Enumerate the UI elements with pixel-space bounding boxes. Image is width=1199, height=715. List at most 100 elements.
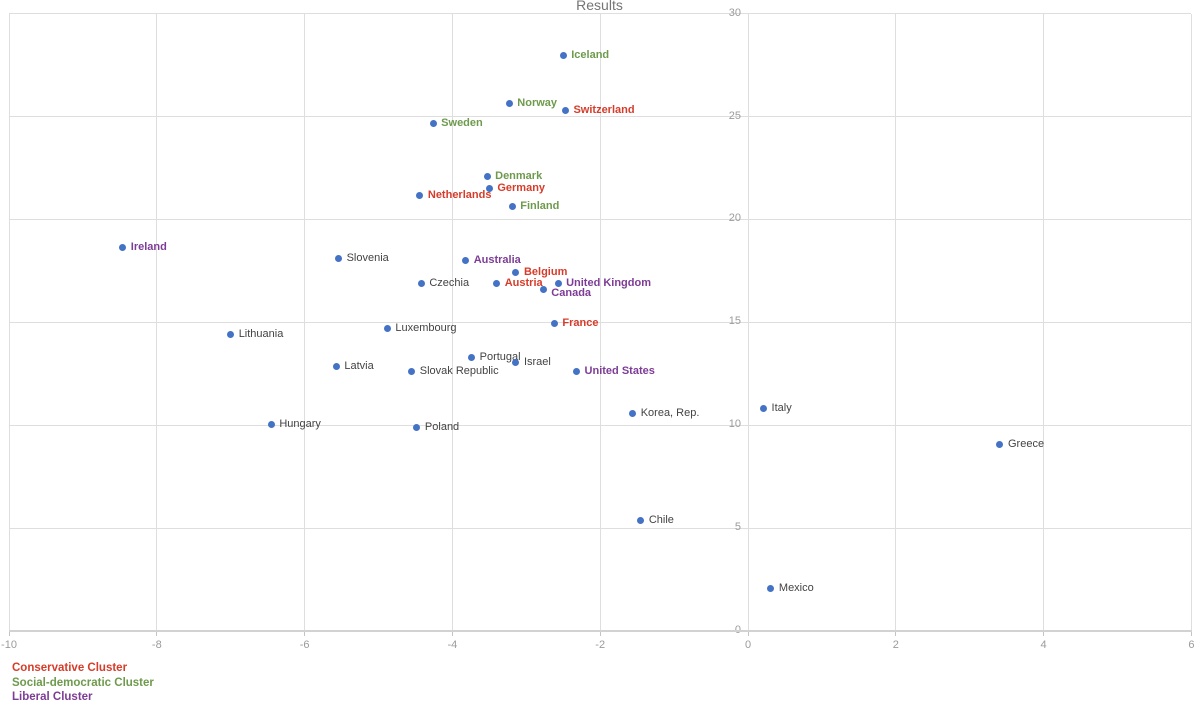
data-point-dot bbox=[760, 404, 768, 412]
data-point-dot bbox=[267, 421, 275, 429]
data-point-label: Korea, Rep. bbox=[640, 406, 700, 419]
chart-title: Results bbox=[576, 0, 623, 13]
x-axis-tick-label: 2 bbox=[892, 639, 899, 651]
data-point-label: Finland bbox=[520, 200, 560, 213]
data-point-dot bbox=[332, 363, 340, 371]
legend-item-conservative: Conservative Cluster bbox=[12, 662, 128, 674]
x-axis-tick-label: 6 bbox=[1188, 639, 1195, 651]
data-point-label: Portugal bbox=[479, 351, 521, 364]
data-point-dot bbox=[485, 184, 493, 192]
data-point-label: Belgium bbox=[523, 266, 568, 279]
data-point-dot bbox=[554, 280, 562, 288]
data-point-dot bbox=[417, 280, 425, 288]
cluster-legend: Conservative Cluster Social-democratic Cl… bbox=[12, 661, 154, 705]
x-axis-line bbox=[9, 630, 1193, 632]
data-point-label: Slovak Republic bbox=[419, 364, 499, 377]
data-point-label: Chile bbox=[648, 513, 674, 526]
data-point-label: Switzerland bbox=[573, 103, 635, 116]
data-point-dot bbox=[559, 52, 567, 60]
data-point-dot bbox=[508, 203, 516, 211]
data-point-label: United Kingdom bbox=[566, 277, 651, 290]
x-axis-tick-label: 4 bbox=[1040, 639, 1047, 651]
data-point-dot bbox=[512, 359, 520, 367]
data-point-label: Lithuania bbox=[238, 328, 284, 341]
data-point-label: Austria bbox=[504, 277, 543, 290]
data-point-label: Poland bbox=[424, 420, 460, 433]
data-point-label: Slovenia bbox=[346, 251, 389, 264]
y-axis-tick-label: 30 bbox=[728, 6, 741, 19]
x-axis-tick-mark bbox=[747, 631, 749, 636]
x-axis-tick-label: -10 bbox=[1, 639, 17, 651]
data-point-label: Luxembourg bbox=[395, 322, 457, 335]
data-point-label: Mexico bbox=[778, 581, 814, 594]
data-point-dot bbox=[512, 269, 520, 277]
x-axis-tick-mark bbox=[304, 631, 306, 636]
legend-item-liberal: Liberal Cluster bbox=[12, 691, 93, 703]
y-axis-tick-label: 20 bbox=[728, 212, 741, 225]
data-point-label: Italy bbox=[771, 401, 792, 414]
data-point-dot bbox=[493, 280, 501, 288]
x-axis-tick-mark bbox=[156, 631, 158, 636]
gridline-horizontal bbox=[9, 116, 1192, 117]
x-axis-tick-label: -6 bbox=[299, 639, 310, 651]
data-point-dot bbox=[767, 584, 775, 592]
data-point-label: France bbox=[562, 316, 599, 329]
y-axis-tick-label: 15 bbox=[728, 315, 741, 328]
data-point-label: Norway bbox=[517, 97, 558, 110]
data-point-dot bbox=[462, 257, 470, 265]
gridline-vertical bbox=[1190, 13, 1192, 631]
data-point-label: Canada bbox=[551, 286, 592, 299]
data-point-dot bbox=[550, 319, 558, 327]
x-axis-tick-mark bbox=[1190, 631, 1192, 636]
data-point-label: Netherlands bbox=[427, 188, 492, 201]
data-point-dot bbox=[408, 367, 416, 375]
data-point-label: Denmark bbox=[495, 169, 543, 182]
data-point-label: Germany bbox=[497, 181, 546, 194]
data-point-dot bbox=[637, 516, 645, 524]
data-point-dot bbox=[119, 243, 127, 251]
data-point-label: Iceland bbox=[571, 49, 610, 62]
x-axis-tick-label: -8 bbox=[151, 639, 162, 651]
data-point-dot bbox=[561, 106, 569, 114]
gridline-horizontal bbox=[9, 527, 1192, 529]
data-point-dot bbox=[413, 423, 421, 431]
data-point-dot bbox=[629, 409, 637, 417]
gridline-horizontal bbox=[9, 13, 1192, 15]
data-point-dot bbox=[996, 440, 1004, 448]
data-point-label: Ireland bbox=[130, 240, 167, 253]
x-axis-tick-mark bbox=[8, 631, 10, 636]
data-point-label: Israel bbox=[523, 356, 551, 369]
x-axis-tick-mark bbox=[895, 631, 897, 636]
legend-item-social-democratic: Social-democratic Cluster bbox=[12, 676, 154, 689]
x-axis-tick-label: -2 bbox=[595, 639, 606, 651]
data-point-label: Greece bbox=[1007, 437, 1045, 450]
data-point-dot bbox=[505, 100, 513, 108]
data-point-label: Sweden bbox=[441, 116, 483, 129]
data-point-dot bbox=[573, 367, 581, 375]
data-point-label: Czechia bbox=[429, 277, 470, 290]
gridline-horizontal bbox=[9, 321, 1192, 323]
x-axis-tick-label: 0 bbox=[744, 639, 752, 651]
data-point-dot bbox=[383, 325, 391, 333]
y-axis-tick-label: 10 bbox=[728, 418, 741, 431]
data-point-label: Latvia bbox=[344, 360, 374, 373]
data-point-dot bbox=[483, 172, 491, 180]
gridline-horizontal bbox=[9, 424, 1192, 426]
data-point-label: Australia bbox=[473, 254, 521, 267]
data-point-label: United States bbox=[584, 364, 655, 377]
y-axis-tick-label: 25 bbox=[728, 109, 741, 122]
data-point-dot bbox=[539, 285, 547, 293]
gridline-horizontal bbox=[9, 218, 1192, 220]
x-axis-tick-mark bbox=[599, 631, 601, 636]
x-axis-tick-mark bbox=[1043, 631, 1045, 636]
data-point-label: Hungary bbox=[279, 418, 321, 431]
x-axis-tick-label: -4 bbox=[447, 639, 458, 651]
data-point-dot bbox=[335, 254, 343, 262]
y-axis-tick-label: 5 bbox=[734, 521, 741, 534]
x-axis-tick-mark bbox=[451, 631, 453, 636]
data-point-dot bbox=[429, 119, 437, 127]
data-point-dot bbox=[468, 354, 476, 362]
data-point-dot bbox=[416, 191, 424, 199]
data-point-dot bbox=[227, 331, 235, 339]
